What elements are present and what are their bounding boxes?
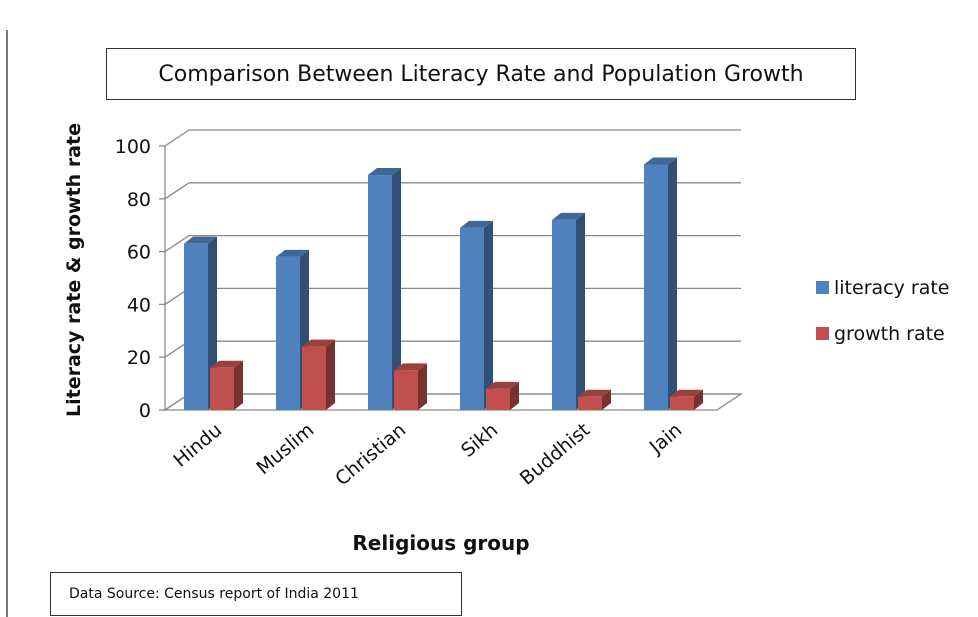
legend-swatch [816, 327, 829, 340]
bar-top [394, 363, 427, 371]
chart-title-text: Comparison Between Literacy Rate and Pop… [158, 61, 804, 87]
bar-top [276, 249, 309, 257]
y-tick-label: 80 [127, 189, 151, 211]
y-tick-label: 60 [127, 242, 151, 264]
legend-label: literacy rate [834, 277, 949, 299]
bar [578, 396, 602, 410]
bar-top [552, 212, 585, 220]
x-tick-label: Muslim [252, 419, 318, 479]
y-tick-label: 100 [115, 136, 151, 158]
data-source-text: Data Source: Census report of India 2011 [69, 586, 359, 602]
y-axis-title: Literacy rate & growth rate [63, 123, 85, 417]
bar-side [602, 389, 611, 410]
bar [302, 346, 326, 410]
x-axis-title: Religious group [352, 531, 529, 555]
bar-side [510, 381, 519, 410]
bar-side [234, 360, 243, 410]
gridline-side [164, 129, 190, 147]
bar-side [668, 157, 677, 410]
bar-side [694, 389, 703, 410]
bar-side [326, 339, 335, 410]
chart-floor [162, 393, 744, 411]
legend-swatch [816, 281, 829, 294]
chart-title: Comparison Between Literacy Rate and Pop… [106, 48, 856, 100]
bar [394, 370, 418, 410]
bar-side [392, 168, 401, 410]
bar [210, 367, 234, 410]
bar-top [670, 389, 703, 397]
bar-top [486, 381, 519, 389]
bar [486, 388, 510, 410]
bar-top [368, 168, 401, 176]
bar [552, 219, 576, 410]
data-source-note: Data Source: Census report of India 2011 [50, 572, 462, 616]
bar [644, 164, 668, 410]
y-tick-label: 20 [127, 347, 151, 369]
bar-top [302, 339, 335, 347]
bar [184, 243, 208, 410]
x-tick-label: Hindu [169, 419, 226, 472]
x-tick-label: Sikh [457, 419, 502, 462]
bar [276, 256, 300, 410]
bar [368, 175, 392, 410]
bar-top [184, 236, 217, 244]
page-border-line [6, 30, 8, 617]
bar-top [210, 360, 243, 368]
x-tick-label: Christian [331, 419, 410, 490]
gridline-side [164, 182, 190, 200]
y-tick-label: 40 [127, 294, 151, 316]
bar [460, 227, 484, 410]
bar-side [484, 220, 493, 410]
gridline-side [164, 235, 190, 253]
legend-label: growth rate [834, 323, 945, 345]
bar-top [644, 157, 677, 165]
x-tick-label: Jain [645, 419, 686, 459]
y-tick-label: 0 [139, 400, 151, 422]
x-tick-label: Buddhist [516, 419, 594, 490]
bar-top [578, 389, 611, 397]
bar-top [460, 220, 493, 228]
bar [670, 396, 694, 410]
bar-side [576, 212, 585, 410]
bar-side [418, 363, 427, 410]
